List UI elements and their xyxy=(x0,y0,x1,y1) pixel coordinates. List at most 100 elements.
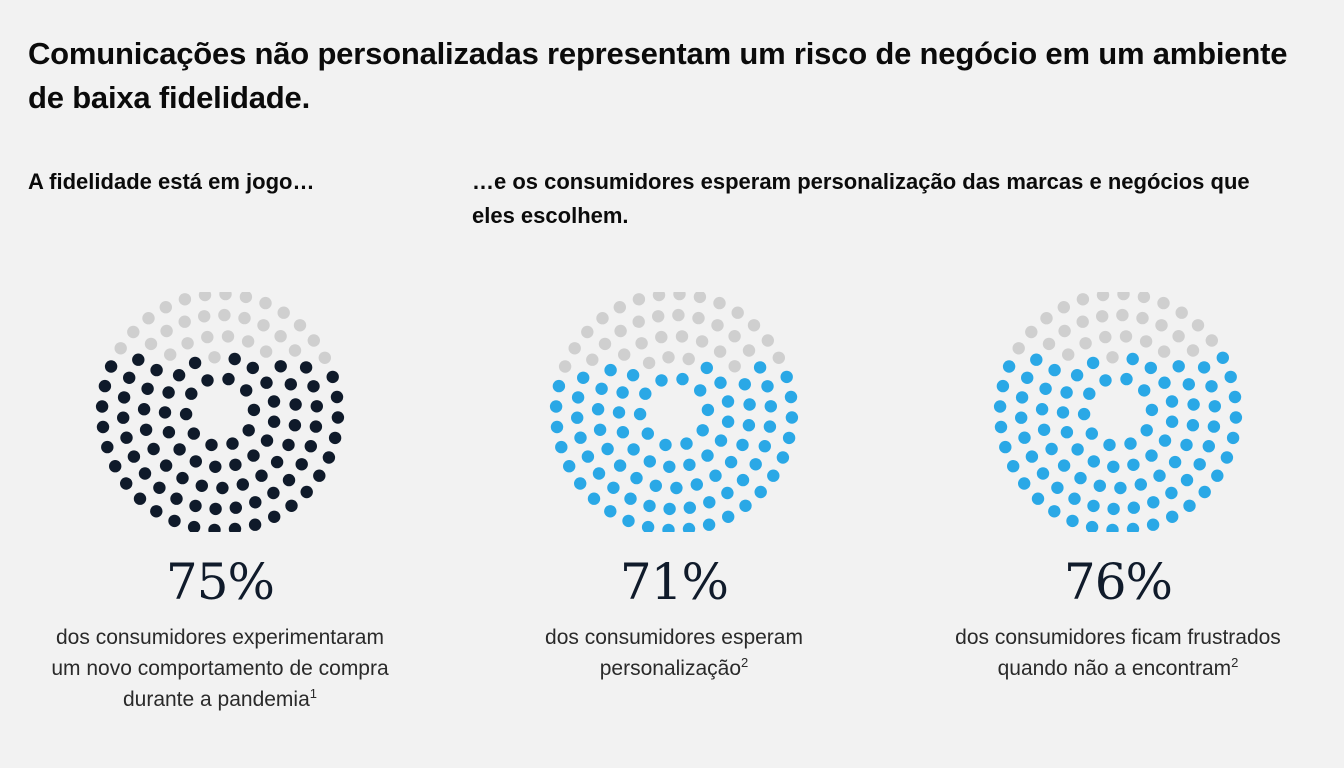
empty-dot xyxy=(142,312,155,325)
filled-dot xyxy=(649,479,662,492)
empty-dot xyxy=(257,319,270,332)
filled-dot xyxy=(147,442,160,456)
filled-dot xyxy=(581,450,595,463)
filled-dot xyxy=(150,505,163,518)
filled-dot xyxy=(1077,407,1091,421)
filled-dot xyxy=(170,492,183,505)
empty-dot xyxy=(288,344,302,357)
filled-dot xyxy=(322,451,336,464)
filled-dot xyxy=(1186,419,1200,432)
filled-dot xyxy=(247,449,260,462)
filled-dot xyxy=(1083,387,1096,400)
empty-dot xyxy=(318,351,331,364)
empty-dot xyxy=(218,308,231,322)
empty-dot xyxy=(1057,301,1070,314)
empty-dot xyxy=(1012,342,1025,355)
filled-dot xyxy=(300,485,313,499)
page-title: Comunicações não personalizadas represen… xyxy=(28,36,1288,115)
filled-dot xyxy=(187,427,200,440)
filled-dot xyxy=(670,481,683,495)
filled-dot xyxy=(690,478,703,491)
empty-dot xyxy=(713,296,726,310)
filled-dot xyxy=(1099,374,1112,387)
filled-dot xyxy=(550,420,564,434)
empty-dot xyxy=(1119,330,1133,343)
filled-dot xyxy=(255,469,268,482)
filled-dot xyxy=(1165,486,1178,500)
empty-dot xyxy=(581,325,594,339)
empty-dot xyxy=(1117,292,1130,301)
filled-dot xyxy=(724,455,738,469)
filled-dot xyxy=(764,400,777,413)
filled-dot xyxy=(1002,360,1016,373)
filled-dot xyxy=(742,419,756,432)
filled-dot xyxy=(1107,460,1120,473)
filled-dot xyxy=(284,378,297,391)
filled-dot xyxy=(104,360,118,373)
stat-description: dos consumidores ficam frustrados quando… xyxy=(938,622,1298,684)
filled-dot xyxy=(767,469,780,482)
filled-dot xyxy=(137,403,151,416)
filled-dot xyxy=(1018,431,1031,444)
filled-dot xyxy=(1071,443,1084,456)
filled-dot xyxy=(139,423,153,436)
filled-dot xyxy=(96,420,110,434)
empty-dot xyxy=(596,312,609,325)
filled-dot xyxy=(1182,378,1195,391)
filled-dot xyxy=(1107,502,1120,516)
empty-dot xyxy=(675,330,689,343)
empty-dot xyxy=(632,315,645,328)
filled-dot xyxy=(247,403,261,417)
filled-dot xyxy=(123,371,136,384)
filled-dot xyxy=(1126,352,1139,366)
filled-dot xyxy=(249,496,262,509)
filled-dot xyxy=(722,510,735,523)
filled-dot xyxy=(289,398,302,411)
filled-dot xyxy=(1220,451,1234,464)
filled-dot xyxy=(616,386,629,399)
filled-dot xyxy=(738,378,751,391)
stat-description: dos consumidores experimentaram um novo … xyxy=(40,622,400,715)
filled-dot xyxy=(159,459,173,472)
stat-loyalty: 75% dos consumidores experimentaram um n… xyxy=(40,292,400,715)
filled-dot xyxy=(714,434,728,447)
empty-dot xyxy=(728,360,741,373)
filled-dot xyxy=(117,411,130,424)
empty-dot xyxy=(1175,306,1188,319)
empty-dot xyxy=(277,306,290,319)
filled-dot xyxy=(189,499,202,513)
empty-dot xyxy=(208,351,221,364)
filled-dot xyxy=(1146,518,1160,531)
empty-dot xyxy=(1172,330,1185,343)
filled-dot xyxy=(1183,499,1196,512)
filled-dot xyxy=(1087,499,1100,513)
empty-dot xyxy=(672,308,685,322)
filled-dot xyxy=(739,499,752,512)
filled-dot xyxy=(1037,423,1051,436)
filled-dot xyxy=(714,376,727,389)
filled-dot xyxy=(1039,382,1052,395)
empty-dot xyxy=(1139,335,1153,348)
filled-dot xyxy=(758,440,771,453)
filled-dot xyxy=(763,420,777,433)
subheading-personalization: …e os consumidores esperam personalizaçã… xyxy=(472,169,1250,228)
filled-dot xyxy=(228,352,241,366)
empty-dot xyxy=(239,292,253,304)
filled-dot xyxy=(639,387,652,400)
filled-dot xyxy=(1216,351,1229,364)
stat-percentage: 71% xyxy=(619,553,729,611)
filled-dot xyxy=(288,419,302,432)
filled-dot xyxy=(1211,469,1224,482)
filled-dot xyxy=(267,415,281,428)
filled-dot xyxy=(1144,361,1157,375)
filled-dot xyxy=(1085,427,1098,440)
filled-dot xyxy=(996,379,1010,393)
filled-dot xyxy=(330,390,344,404)
filled-dot xyxy=(571,391,585,404)
empty-dot xyxy=(682,352,695,366)
filled-dot xyxy=(1015,411,1028,424)
empty-dot xyxy=(1058,324,1071,338)
filled-dot xyxy=(694,384,707,397)
filled-dot xyxy=(604,505,617,518)
filled-dot xyxy=(1066,514,1079,528)
